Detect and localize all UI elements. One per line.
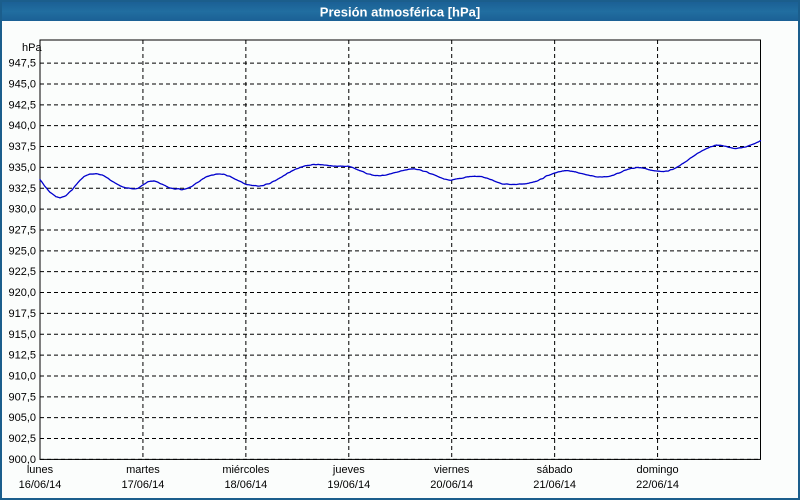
svg-text:viernes: viernes	[434, 464, 470, 476]
svg-text:930,0: 930,0	[8, 204, 36, 216]
svg-text:lunes: lunes	[27, 464, 54, 476]
svg-text:17/06/14: 17/06/14	[122, 479, 165, 491]
svg-text:martes: martes	[126, 464, 160, 476]
svg-text:19/06/14: 19/06/14	[327, 479, 370, 491]
svg-text:902,5: 902,5	[8, 433, 36, 445]
svg-text:18/06/14: 18/06/14	[224, 479, 267, 491]
svg-text:935,0: 935,0	[8, 162, 36, 174]
svg-text:22/06/14: 22/06/14	[636, 479, 679, 491]
svg-text:925,0: 925,0	[8, 245, 36, 257]
svg-text:915,0: 915,0	[8, 329, 36, 341]
svg-text:920,0: 920,0	[8, 287, 36, 299]
svg-text:917,5: 917,5	[8, 308, 36, 320]
svg-text:domingo: domingo	[636, 464, 678, 476]
svg-text:miércoles: miércoles	[222, 464, 270, 476]
svg-text:905,0: 905,0	[8, 412, 36, 424]
svg-text:20/06/14: 20/06/14	[430, 479, 473, 491]
svg-text:945,0: 945,0	[8, 78, 36, 90]
svg-text:937,5: 937,5	[8, 141, 36, 153]
svg-text:sábado: sábado	[537, 464, 573, 476]
svg-text:910,0: 910,0	[8, 370, 36, 382]
svg-text:21/06/14: 21/06/14	[533, 479, 576, 491]
svg-text:912,5: 912,5	[8, 350, 36, 362]
svg-text:16/06/14: 16/06/14	[19, 479, 62, 491]
svg-text:hPa: hPa	[22, 42, 42, 54]
svg-text:907,5: 907,5	[8, 391, 36, 403]
svg-text:932,5: 932,5	[8, 183, 36, 195]
svg-text:940,0: 940,0	[8, 120, 36, 132]
svg-text:922,5: 922,5	[8, 266, 36, 278]
svg-text:jueves: jueves	[332, 464, 365, 476]
svg-text:942,5: 942,5	[8, 99, 36, 111]
svg-text:947,5: 947,5	[8, 58, 36, 70]
svg-text:927,5: 927,5	[8, 224, 36, 236]
